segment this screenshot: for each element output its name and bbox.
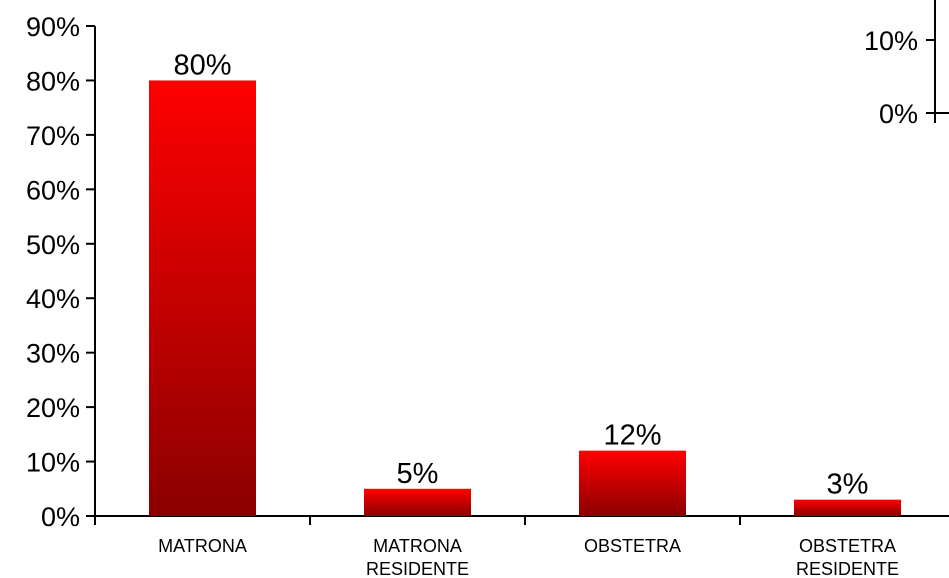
data-label: 5% xyxy=(397,458,439,490)
category-label-line: OBSTETRA xyxy=(799,536,896,556)
category-label: MATRONA xyxy=(158,536,247,556)
y-tick-label: 70% xyxy=(26,121,80,151)
bar xyxy=(149,80,256,516)
y-tick-label: 10% xyxy=(26,448,80,478)
category-label: MATRONA RESIDENTE xyxy=(366,536,469,578)
data-label: 80% xyxy=(173,49,231,81)
data-label: 3% xyxy=(827,469,869,501)
category-label-line: OBSTETRA xyxy=(584,536,681,556)
y-tick-label: 20% xyxy=(26,393,80,423)
bar xyxy=(364,488,471,516)
data-label: 12% xyxy=(603,420,661,452)
category-label-line: RESIDENTE xyxy=(796,559,899,578)
partial-y-tick-label: 10% xyxy=(864,26,918,56)
y-tick-label: 0% xyxy=(41,502,80,532)
y-tick-label: 40% xyxy=(26,284,80,314)
y-tick-label: 50% xyxy=(26,230,80,260)
partial-y-tick-label: 0% xyxy=(879,99,918,129)
y-tick-label: 90% xyxy=(26,12,80,42)
y-tick-label: 30% xyxy=(26,339,80,369)
y-tick-label: 80% xyxy=(26,66,80,96)
y-tick-label: 60% xyxy=(26,175,80,205)
main-chart: 0% 10% 20% 30% 40% 50% 60% 70% 80% 90% 80% MATRONA 5… xyxy=(26,12,949,578)
category-label: OBSTETRA xyxy=(584,536,681,556)
category-label-line: MATRONA xyxy=(373,536,462,556)
category-label-line: MATRONA xyxy=(158,536,247,556)
bar xyxy=(579,450,686,516)
category-label-line: RESIDENTE xyxy=(366,559,469,578)
bar xyxy=(794,499,901,516)
partial-chart: 0% 10% xyxy=(864,0,949,129)
category-label: OBSTETRA RESIDENTE xyxy=(796,536,899,578)
